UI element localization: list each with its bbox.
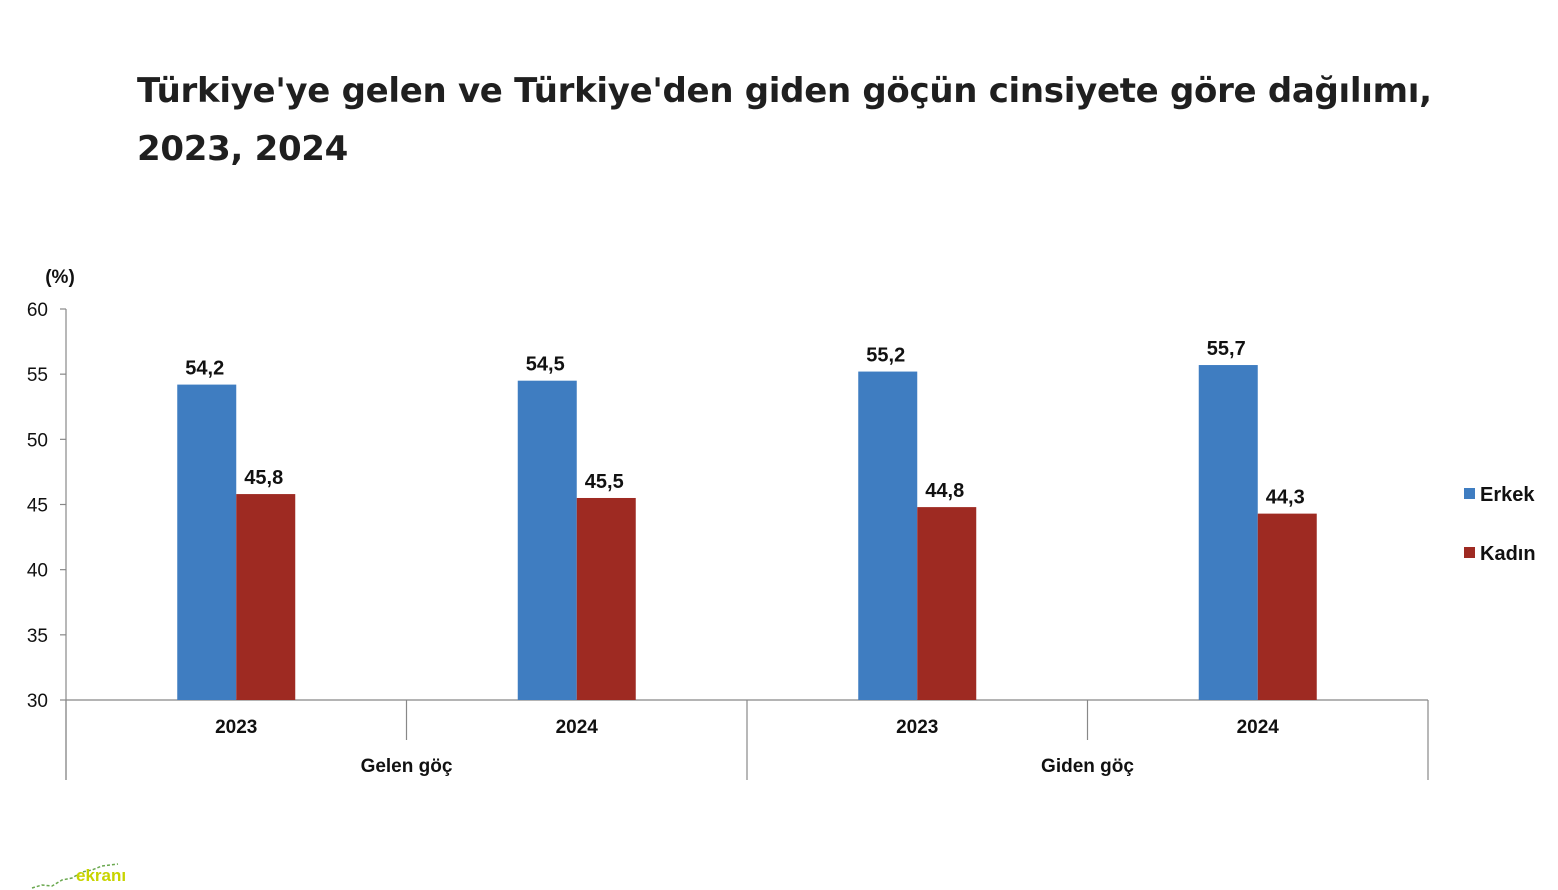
y-tick-label: 45 [27, 496, 48, 517]
x-tick-label: 2024 [1237, 717, 1280, 738]
y-tick-label: 60 [27, 300, 48, 321]
legend-swatch [1464, 488, 1475, 499]
x-tick-label: 2024 [556, 717, 599, 738]
y-tick-label: 35 [27, 626, 48, 647]
bar-erkek [858, 371, 918, 700]
x-group-label: Giden göç [1041, 756, 1134, 777]
data-label: 44,8 [925, 480, 964, 502]
data-label: 45,5 [585, 471, 624, 493]
x-group-label: Gelen göç [361, 756, 453, 777]
bar-erkek [177, 384, 237, 700]
legend-label: Erkek [1480, 484, 1535, 506]
bar-erkek [517, 380, 577, 700]
data-label: 44,3 [1266, 487, 1305, 509]
chart-title: Türkiye'ye gelen ve Türkiye'den giden gö… [137, 71, 1432, 169]
legend-label: Kadın [1480, 543, 1536, 565]
bar-kadın [1257, 513, 1317, 700]
y-tick-label: 40 [27, 561, 48, 582]
data-label: 54,2 [185, 358, 224, 380]
data-label: 55,7 [1207, 338, 1246, 360]
legend-swatch [1464, 547, 1475, 558]
bar-kadın [917, 507, 977, 700]
y-tick-label: 55 [27, 365, 48, 386]
logo-icon [31, 863, 119, 889]
x-tick-label: 2023 [896, 717, 938, 738]
y-tick-label: 50 [27, 430, 48, 451]
bar-kadın [236, 494, 296, 700]
y-axis-label: (%) [45, 267, 75, 288]
bar-kadın [576, 497, 636, 700]
data-label: 55,2 [866, 345, 905, 367]
x-tick-label: 2023 [215, 717, 257, 738]
y-tick-label: 30 [27, 691, 48, 712]
data-label: 54,5 [526, 354, 565, 376]
bar-erkek [1198, 365, 1258, 700]
data-label: 45,8 [244, 467, 283, 489]
logo-text: ekranı [76, 866, 127, 885]
